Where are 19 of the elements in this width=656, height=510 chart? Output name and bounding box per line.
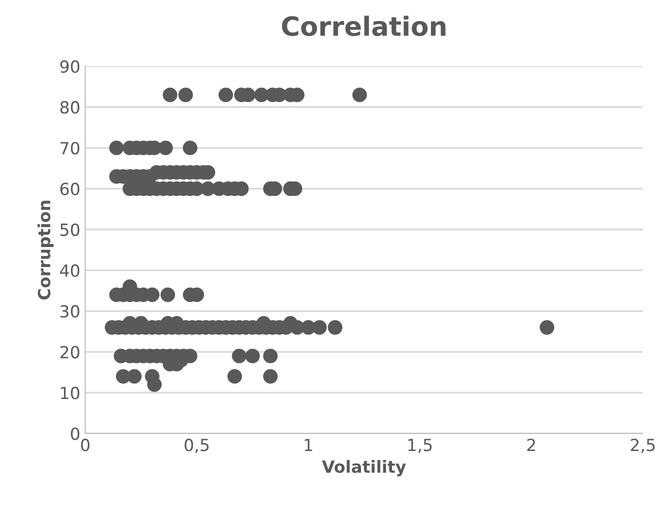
y-tick-label: 30 xyxy=(60,305,80,318)
y-tick-label: 0 xyxy=(70,427,80,440)
x-tick-label: 1 xyxy=(304,438,312,452)
y-tick-label: 20 xyxy=(60,346,80,358)
y-tick-label: 80 xyxy=(60,101,80,114)
y-tick-label: 40 xyxy=(60,264,80,277)
y-tick-label: 70 xyxy=(60,142,80,154)
chart-title: Correlation xyxy=(282,16,446,36)
x-tick-label: 1,5 xyxy=(408,438,432,453)
y-tick-label: 50 xyxy=(60,223,80,236)
y-tick-label: 60 xyxy=(60,182,80,196)
x-tick-label: 2 xyxy=(527,438,535,452)
x-tick-label: 2,5 xyxy=(630,438,655,453)
y-tick-label: 10 xyxy=(61,386,80,400)
y-axis-title: Corruption xyxy=(38,200,54,300)
x-tick-label: 0 xyxy=(81,438,90,452)
x-axis-title: Volatility xyxy=(322,460,406,476)
x-tick-label: 0,5 xyxy=(184,438,209,453)
y-tick-label: 90 xyxy=(60,60,80,73)
